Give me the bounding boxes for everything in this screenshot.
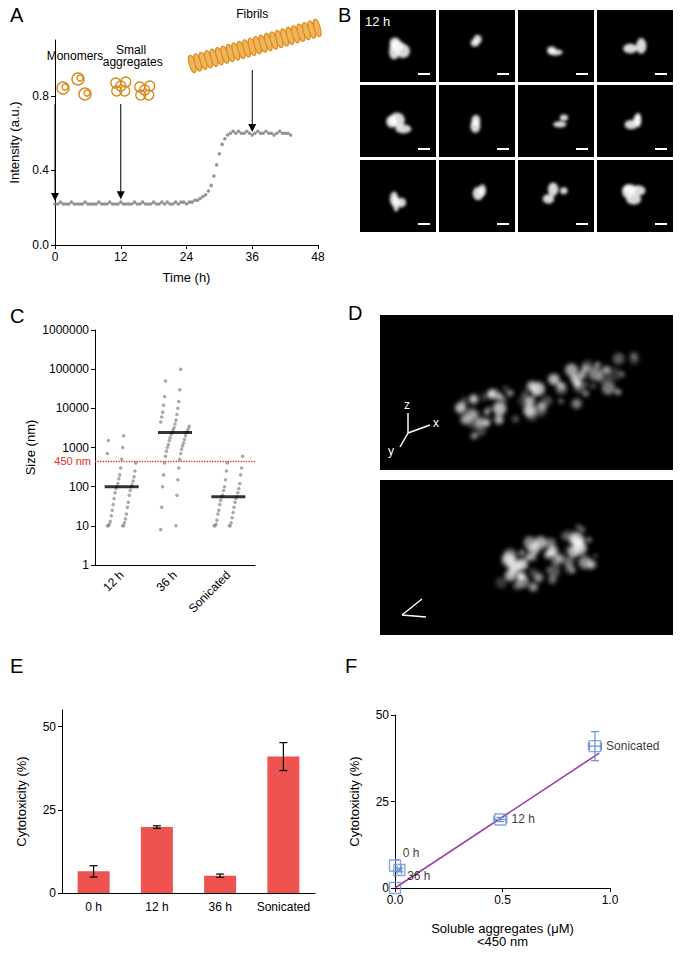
svg-text:36 h: 36 h xyxy=(154,568,180,594)
html-text:B: B xyxy=(338,4,352,26)
svg-text:1.0: 1.0 xyxy=(602,893,619,907)
svg-text:0.8: 0.8 xyxy=(32,89,49,103)
svg-text:50: 50 xyxy=(376,708,390,722)
svg-text:25: 25 xyxy=(43,803,57,817)
svg-text:Sonicated: Sonicated xyxy=(186,568,234,616)
svg-text:Soluble aggregates (μM): Soluble aggregates (μM) xyxy=(431,921,574,936)
svg-text:12 h: 12 h xyxy=(145,900,168,914)
svg-text:450 nm: 450 nm xyxy=(54,455,91,467)
svg-text:0: 0 xyxy=(52,250,59,264)
svg-text:36 h: 36 h xyxy=(208,900,231,914)
svg-text:0: 0 xyxy=(382,881,389,895)
html-text:E: E xyxy=(10,655,24,677)
svg-text:Monomers: Monomers xyxy=(46,49,104,63)
svg-text:Sonicated: Sonicated xyxy=(606,739,659,753)
svg-text:10: 10 xyxy=(76,519,90,533)
html-text:F: F xyxy=(345,655,358,677)
svg-text:0 h: 0 h xyxy=(403,846,420,860)
svg-text:1000: 1000 xyxy=(62,441,89,455)
svg-text:0.4: 0.4 xyxy=(32,163,49,177)
svg-text:1000000: 1000000 xyxy=(42,323,89,337)
svg-text:aggregates: aggregates xyxy=(103,55,163,69)
svg-text:x: x xyxy=(433,416,439,430)
svg-text:12 h: 12 h xyxy=(365,14,390,29)
svg-text:0 h: 0 h xyxy=(85,900,102,914)
svg-text:Cytotoxicity (%): Cytotoxicity (%) xyxy=(14,756,29,846)
svg-text:Intensity (a.u.): Intensity (a.u.) xyxy=(7,101,22,183)
svg-text:0.0: 0.0 xyxy=(32,238,49,252)
html-text:A: A xyxy=(10,4,24,26)
svg-text:Cytotoxicity (%): Cytotoxicity (%) xyxy=(347,756,362,846)
svg-text:Sonicated: Sonicated xyxy=(257,900,310,914)
svg-text:z: z xyxy=(404,398,410,412)
svg-text:48: 48 xyxy=(311,250,325,264)
svg-text:y: y xyxy=(388,444,394,458)
svg-text:0.0: 0.0 xyxy=(387,893,404,907)
svg-text:12 h: 12 h xyxy=(100,568,126,594)
svg-text:12: 12 xyxy=(114,250,128,264)
svg-text:<450 nm: <450 nm xyxy=(477,934,528,949)
svg-text:Time (h): Time (h) xyxy=(163,270,211,285)
svg-text:0.5: 0.5 xyxy=(494,893,511,907)
html-text:C: C xyxy=(10,305,25,327)
svg-text:12 h: 12 h xyxy=(512,812,535,826)
svg-text:24: 24 xyxy=(180,250,194,264)
svg-text:Small: Small xyxy=(116,43,150,57)
svg-text:Size (nm): Size (nm) xyxy=(23,420,38,476)
html-text:D: D xyxy=(348,302,363,324)
svg-text:50: 50 xyxy=(43,720,57,734)
svg-text:36: 36 xyxy=(246,250,260,264)
svg-text:100000: 100000 xyxy=(49,362,89,376)
svg-text:1: 1 xyxy=(82,558,89,572)
svg-text:25: 25 xyxy=(376,795,390,809)
svg-text:10000: 10000 xyxy=(56,401,90,415)
svg-text:36 h: 36 h xyxy=(407,869,430,883)
svg-text:0: 0 xyxy=(49,886,56,900)
svg-text:Fibrils: Fibrils xyxy=(236,7,268,21)
svg-text:100: 100 xyxy=(69,480,89,494)
